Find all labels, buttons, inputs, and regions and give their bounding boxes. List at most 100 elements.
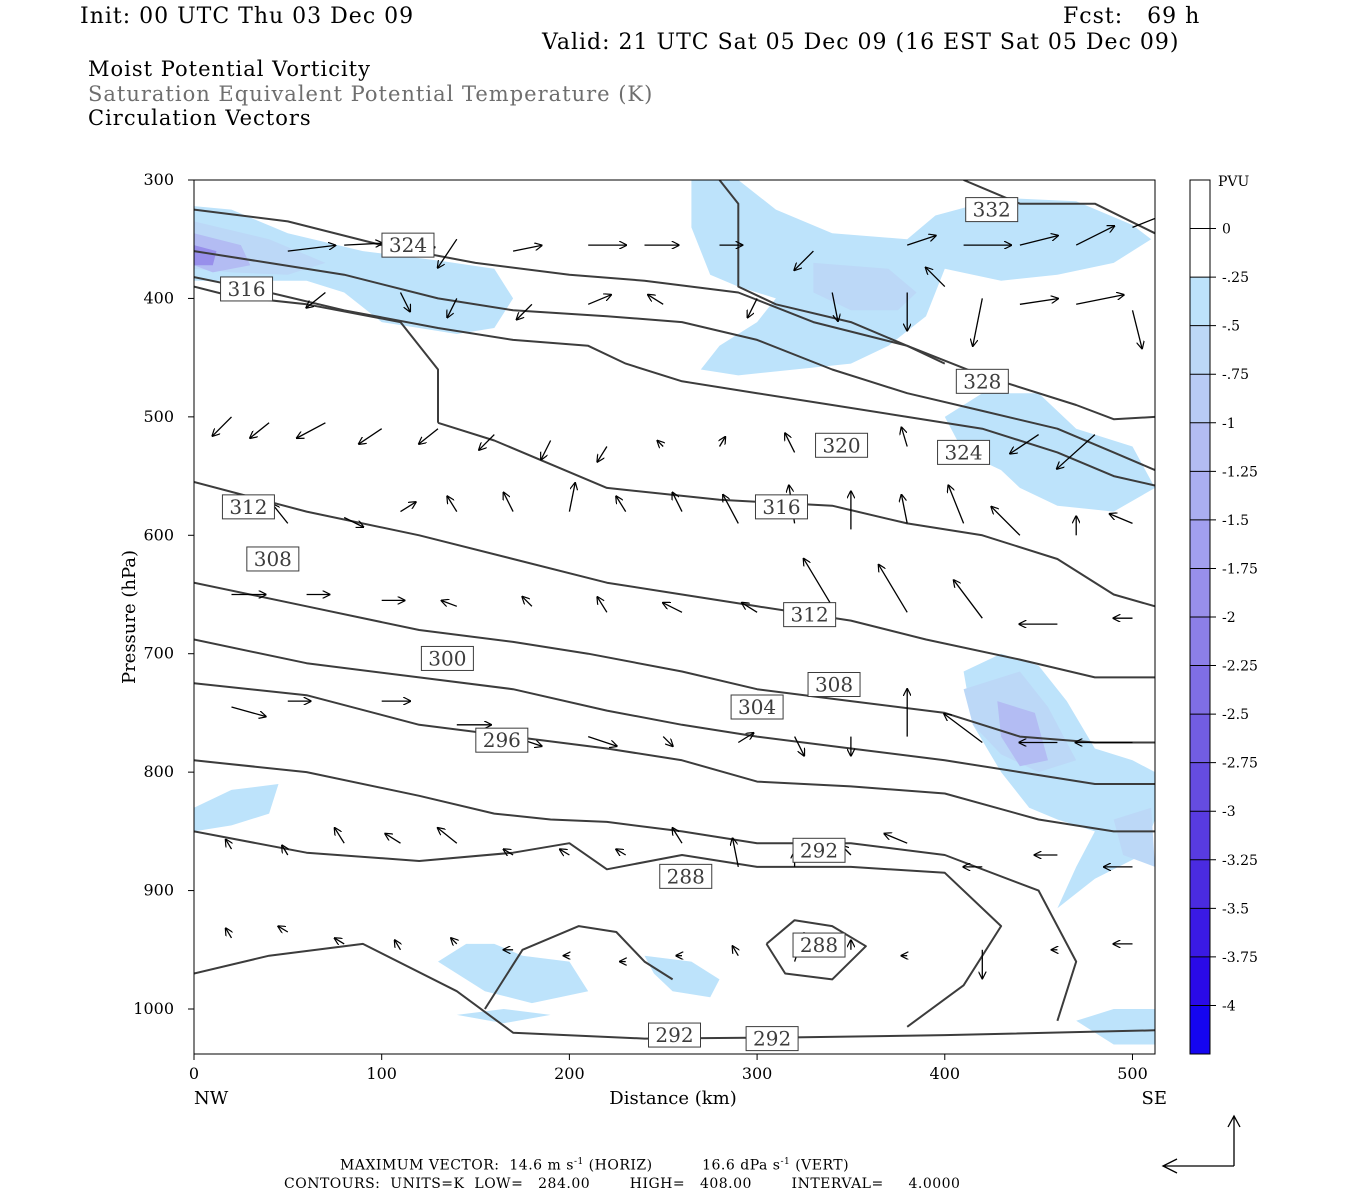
circulation-vector (616, 849, 627, 855)
contour-label: 312 (791, 603, 829, 627)
circulation-vector (597, 597, 608, 613)
circulation-vector (400, 502, 416, 513)
contour-info: CONTOURS: UNITS=K LOW= 284.00 HIGH= 408.… (284, 1176, 961, 1192)
colorbar-swatch (1190, 568, 1210, 618)
x-tick-label: 200 (554, 1064, 585, 1083)
circulation-vector (278, 926, 289, 932)
colorbar-swatch (1190, 374, 1210, 424)
circulation-vector (1019, 299, 1058, 305)
circulation-vector (794, 736, 805, 756)
circulation-vector (926, 268, 946, 288)
circulation-vector (944, 714, 983, 744)
circulation-vector (973, 298, 983, 346)
circulation-vector (737, 733, 753, 744)
y-tick-label: 700 (143, 644, 174, 663)
circulation-vector (287, 245, 336, 252)
circulation-vector (1075, 226, 1114, 246)
colorbar-label: -.5 (1222, 319, 1240, 335)
contour-label-box (937, 439, 991, 465)
forecast-hour: Fcst: 69 h (1063, 4, 1201, 29)
colorbar-label: -3.5 (1222, 901, 1249, 917)
circulation-vector (419, 428, 439, 444)
colorbar-swatch (1190, 1005, 1210, 1055)
circulation-vector (884, 834, 908, 844)
valid-time: Valid: 21 UTC Sat 05 Dec 09 (16 EST Sat … (542, 30, 1180, 55)
colorbar-swatch (1190, 956, 1210, 1006)
contour-label-box (381, 232, 435, 258)
contour-label: 316 (762, 495, 800, 519)
colorbar-swatch (1190, 859, 1210, 909)
colorbar-label: -1.5 (1222, 513, 1249, 529)
circulation-vector (658, 441, 664, 447)
circulation-vector (587, 735, 617, 747)
pv-shade-area (997, 701, 1048, 767)
x-axis-title: Distance (km) (609, 1088, 736, 1109)
contour-label: 292 (800, 838, 838, 862)
x-tick-label: 400 (930, 1064, 961, 1083)
circulation-vector (504, 493, 514, 512)
y-tick-label: 400 (143, 288, 174, 307)
pv-colorbar: 0 -.25 -.5 -.75 -1 -1.25 -1.5 -1.75 -2 -2.25 -2.5 -… (1189, 179, 1258, 1055)
circulation-vector (568, 483, 575, 512)
pv-shade-area (194, 784, 279, 832)
contour-label: 308 (815, 673, 853, 697)
colorbar-swatch (1190, 180, 1210, 230)
x-tick-label: 0 (189, 1064, 199, 1083)
circulation-vector (663, 603, 683, 613)
contour-label-box (792, 932, 846, 958)
contour-label: 324 (389, 233, 427, 257)
contour-label-box (965, 197, 1019, 223)
circulation-vector (512, 245, 542, 252)
field-title-vectors: Circulation Vectors (88, 106, 312, 130)
circulation-vector (804, 559, 833, 607)
contour-label: 312 (229, 495, 267, 519)
contour-label: 332 (973, 198, 1011, 222)
circulation-vector (1131, 310, 1143, 348)
circulation-vector (250, 422, 270, 438)
circulation-vector (1132, 217, 1155, 229)
contour-label-box (246, 546, 300, 572)
circulation-vector (385, 834, 401, 844)
theta-e-contour-line (194, 942, 1155, 1040)
contour-label: 320 (822, 433, 860, 457)
circulation-vector (335, 938, 345, 944)
circulation-vector (948, 485, 965, 524)
x-tick-label: 100 (366, 1064, 397, 1083)
pv-shade-area (194, 206, 514, 334)
colorbar-label: -3.25 (1222, 853, 1258, 869)
colorbar-label: -3.75 (1222, 950, 1258, 966)
circulation-vector (451, 938, 457, 944)
contour-label: 292 (753, 1027, 791, 1051)
colorbar-label: -.25 (1222, 270, 1249, 286)
pv-shade-area (691, 180, 1152, 376)
contour-label-box (221, 494, 275, 520)
theta-e-contour-line (194, 830, 1003, 1028)
pv-shading (194, 180, 1155, 1045)
endpoint-se: SE (1142, 1088, 1167, 1109)
circulation-vector (785, 433, 796, 453)
contour-label: 304 (738, 695, 776, 719)
colorbar-label: -1.25 (1222, 464, 1258, 480)
pv-shade-area (1076, 1009, 1155, 1045)
init-time: Init: 00 UTC Thu 03 Dec 09 (80, 4, 415, 29)
theta-e-contour-line (194, 682, 1155, 833)
max-vert-unit: (VERT) (795, 1157, 850, 1174)
circulation-vector (794, 250, 814, 270)
pv-shade-area (813, 262, 917, 311)
contour-label: 288 (667, 864, 705, 888)
x-tick-label: 300 (742, 1064, 773, 1083)
circulation-vector (902, 428, 908, 447)
theta-e-contour-line (963, 180, 1155, 235)
circulation-vector (282, 846, 288, 856)
pv-shade-area (1113, 807, 1155, 867)
circulation-vector (306, 291, 326, 308)
contour-label-box (420, 645, 474, 671)
colorbar-swatch (1190, 325, 1210, 375)
circulation-vector (231, 706, 266, 717)
max-horiz-value: 14.6 m s (509, 1157, 574, 1174)
colorbar-label: -.75 (1222, 367, 1249, 383)
circulation-vector (541, 440, 552, 460)
colorbar-swatch (1190, 714, 1210, 764)
colorbar-swatch (1190, 617, 1210, 667)
colorbar-label: -3 (1222, 804, 1236, 820)
